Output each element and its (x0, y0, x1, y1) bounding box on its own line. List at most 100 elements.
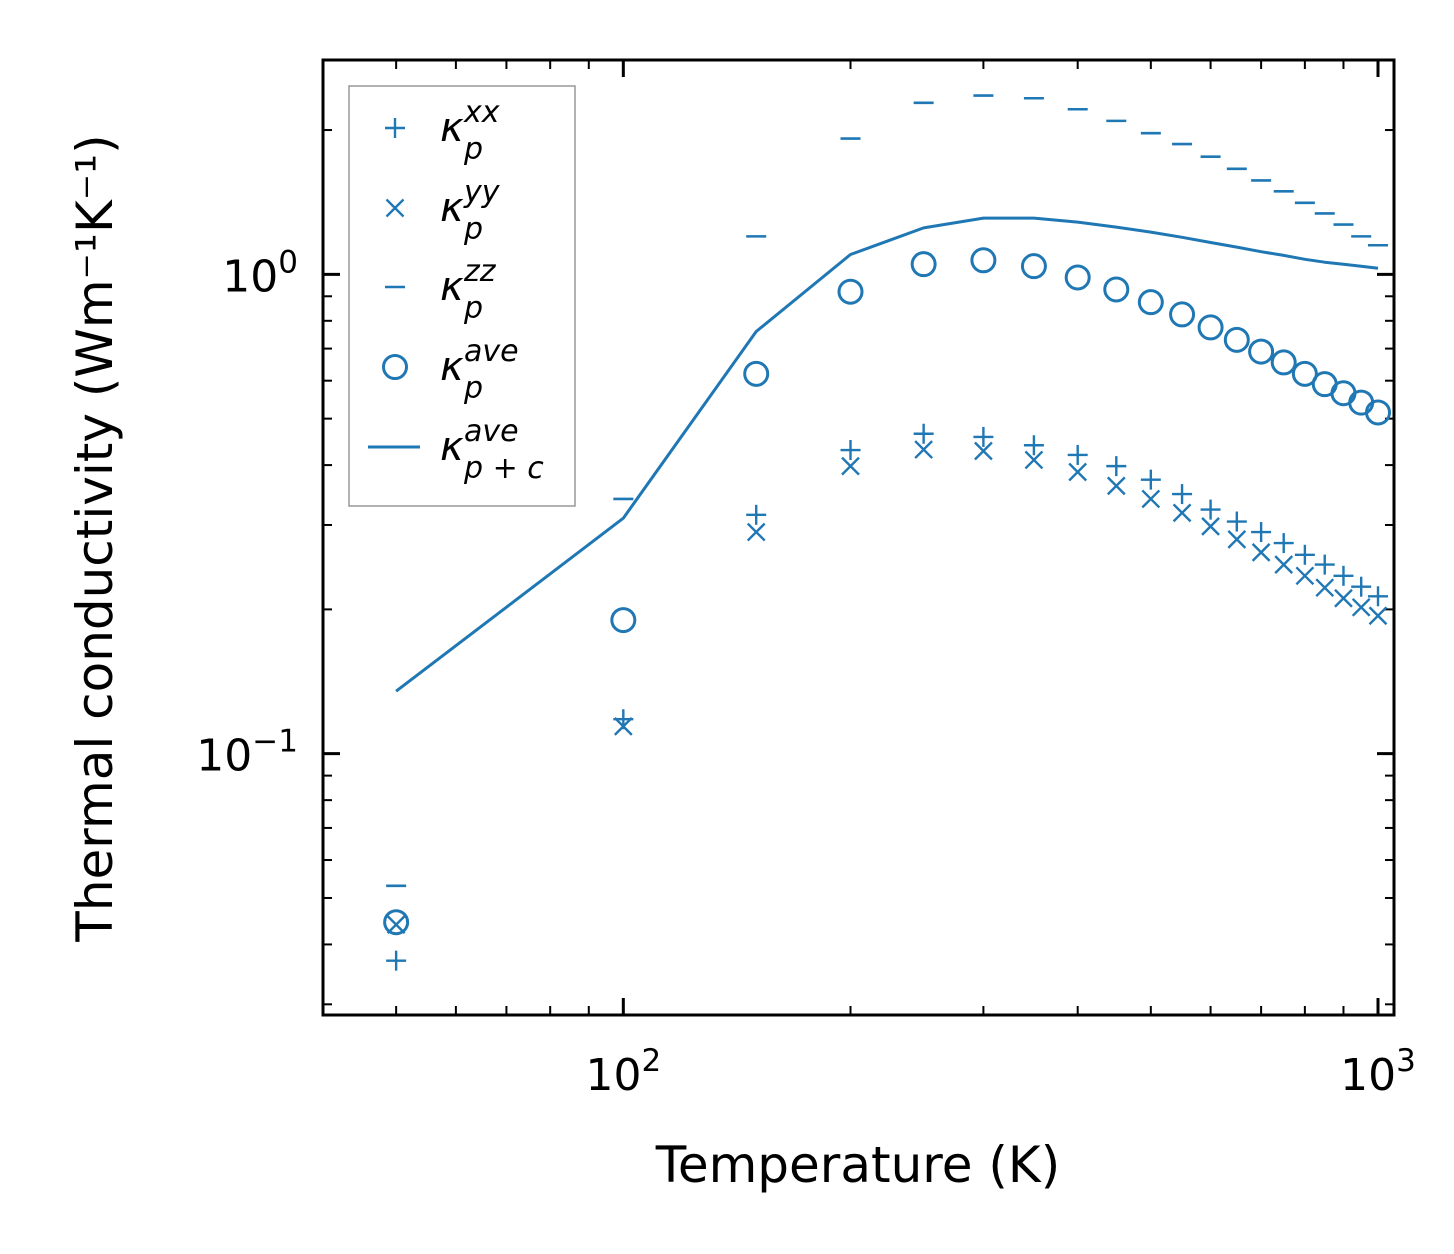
x-mark-stroke (1251, 543, 1271, 562)
point-kyy (1141, 489, 1161, 509)
legend-subscript: p (463, 371, 483, 406)
x-mark-stroke (385, 198, 405, 218)
line-ktot (395, 216, 1379, 693)
series-ktot (395, 216, 1379, 693)
point-kyy (386, 915, 406, 934)
point-kave (910, 251, 937, 278)
point-kxx (1351, 576, 1372, 597)
x-mark-stroke (386, 915, 406, 934)
point-kave (1103, 276, 1130, 303)
legend-superscript: xx (463, 95, 500, 130)
legend-symbol: κ (440, 424, 464, 470)
point-kave (1197, 314, 1224, 341)
y-tick-label: 10−1 (196, 724, 298, 782)
legend-frame (348, 85, 576, 507)
point-kyy (974, 441, 993, 461)
legend-item-kzz: κ zzp (385, 254, 497, 326)
point-kave (1270, 349, 1297, 376)
x-mark-stroke (1201, 517, 1220, 536)
legend-subscript: p (463, 291, 483, 326)
x-mark-stroke (1106, 476, 1126, 496)
point-kxx (1226, 511, 1247, 532)
y-tick-label: 100 (222, 244, 298, 302)
legend-superscript: yy (463, 175, 501, 210)
tick-label-base: 10 (585, 1050, 641, 1101)
point-kave (1020, 253, 1047, 280)
point-kxx (1023, 435, 1044, 456)
point-kxx (386, 950, 407, 971)
point-kxx (840, 440, 861, 461)
point-kxx (1314, 554, 1335, 575)
point-kave (1064, 264, 1091, 291)
point-kyy (1172, 503, 1192, 523)
x-mark-stroke (1274, 555, 1294, 574)
legend-marker-kxx (385, 118, 405, 138)
series-kzz (386, 94, 1389, 888)
point-kyy (1295, 566, 1315, 586)
point-kave (610, 607, 637, 634)
point-kxx (1200, 499, 1221, 520)
point-kxx (746, 504, 767, 525)
point-kxx (1140, 469, 1161, 490)
point-kave (1365, 399, 1392, 426)
y-axis-label: Thermal conductivity (Wm⁻¹K⁻¹) (66, 134, 124, 942)
point-kave (837, 278, 864, 305)
legend-item-kxx: κ xxp (385, 95, 500, 167)
point-kave (1169, 301, 1196, 328)
point-kave (1291, 360, 1318, 387)
point-kyy (1368, 606, 1388, 626)
legend-superscript: ave (464, 334, 519, 369)
point-kyy (1315, 578, 1335, 598)
tick-label-exponent: −1 (252, 724, 298, 760)
legend-item-kyy: κ yyp (385, 175, 501, 247)
point-kxx (913, 423, 934, 444)
point-kave (1248, 338, 1275, 365)
point-kyy (841, 456, 860, 476)
legend-superscript: ave (464, 414, 519, 449)
tick-label-base: 10 (222, 251, 278, 302)
legend-subscript: p + c (463, 451, 544, 486)
point-kyy (914, 440, 933, 459)
point-kyy (1334, 588, 1353, 608)
x-mark-stroke (974, 441, 993, 461)
x-mark-stroke (1295, 566, 1315, 586)
x-mark-stroke (914, 440, 933, 459)
x-tick-label: 103 (1340, 1043, 1416, 1101)
point-kxx (1294, 544, 1315, 565)
tick-label-exponent: 0 (278, 244, 298, 280)
point-kave (743, 360, 770, 387)
point-kyy (1106, 476, 1126, 496)
point-kxx (1273, 533, 1294, 554)
point-kyy (1274, 555, 1294, 574)
x-mark-stroke (746, 522, 766, 542)
legend-subscript: p (463, 132, 483, 167)
x-tick-label: 102 (585, 1043, 661, 1101)
point-kyy (746, 522, 766, 542)
point-kyy (1351, 597, 1371, 617)
point-kyy (1068, 462, 1088, 482)
legend-symbol: κ (440, 105, 464, 151)
plot-marks (383, 94, 1392, 971)
tick-label-base: 10 (196, 731, 252, 782)
series-kyy (386, 440, 1388, 934)
legend-symbol: κ (440, 344, 464, 390)
x-mark-stroke (1227, 529, 1247, 549)
legend-marker-kyy (385, 198, 405, 218)
legend-superscript: zz (463, 254, 497, 289)
point-kave (970, 247, 997, 274)
point-kyy (1251, 543, 1271, 562)
x-mark-stroke (1351, 597, 1371, 617)
point-kxx (1106, 456, 1127, 477)
tick-label-exponent: 2 (641, 1043, 661, 1079)
x-mark-stroke (613, 717, 633, 736)
x-mark-stroke (1172, 503, 1192, 523)
series-kave (383, 247, 1392, 936)
point-kyy (1227, 529, 1247, 549)
